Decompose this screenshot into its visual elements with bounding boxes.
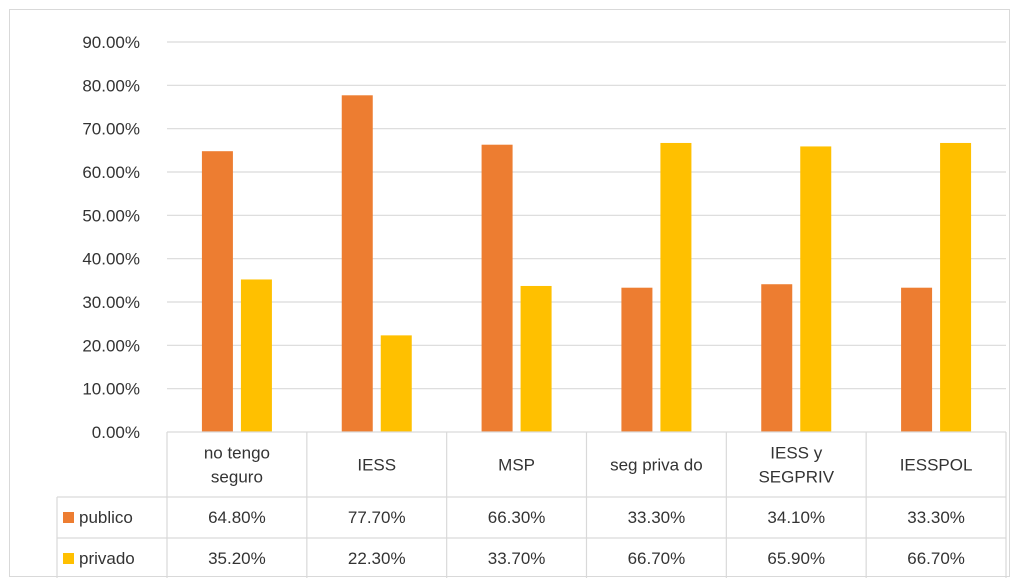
- data-table-cell: 77.70%: [348, 508, 406, 527]
- data-table-cell: 35.20%: [208, 549, 266, 568]
- bar-privado: [240, 279, 272, 432]
- y-tick-label: 30.00%: [82, 293, 140, 312]
- data-table-cell: 66.30%: [488, 508, 546, 527]
- bar-publico: [621, 287, 653, 432]
- y-tick-label: 60.00%: [82, 163, 140, 182]
- category-label: IESS: [357, 456, 396, 475]
- y-tick-label: 20.00%: [82, 336, 140, 355]
- bar-publico: [481, 144, 513, 432]
- category-label: no tengo: [204, 444, 270, 463]
- data-table-cell: 64.80%: [208, 508, 266, 527]
- bar-privado: [940, 142, 972, 432]
- data-table-cell: 22.30%: [348, 549, 406, 568]
- data-table-cell: 33.30%: [907, 508, 965, 527]
- legend-swatch-publico: [63, 512, 74, 523]
- data-table-cell: 33.30%: [628, 508, 686, 527]
- data-table-cell: 33.70%: [488, 549, 546, 568]
- legend-swatch-privado: [63, 553, 74, 564]
- category-label: MSP: [498, 456, 535, 475]
- bar-publico: [761, 284, 793, 432]
- bar-privado: [660, 142, 692, 432]
- data-table-cell: 34.10%: [767, 508, 825, 527]
- data-table-cell: 66.70%: [628, 549, 686, 568]
- category-label: SEGPRIV: [758, 468, 834, 487]
- y-tick-label: 40.00%: [82, 250, 140, 269]
- category-label: seg priva do: [610, 456, 703, 475]
- bar-publico: [341, 95, 373, 433]
- bar-privado: [520, 285, 552, 432]
- y-tick-label: 80.00%: [82, 76, 140, 95]
- legend-label-privado: privado: [79, 549, 135, 568]
- bar-privado: [380, 335, 412, 432]
- chart-border: [9, 9, 1010, 577]
- y-tick-label: 10.00%: [82, 380, 140, 399]
- y-tick-label: 70.00%: [82, 120, 140, 139]
- data-table-cell: 65.90%: [767, 549, 825, 568]
- y-tick-label: 50.00%: [82, 206, 140, 225]
- category-label: IESS y: [770, 444, 822, 463]
- y-tick-label: 0.00%: [92, 423, 140, 442]
- bar-publico: [901, 287, 933, 432]
- category-label: IESSPOL: [900, 456, 973, 475]
- data-table-cell: 66.70%: [907, 549, 965, 568]
- y-tick-label: 90.00%: [82, 33, 140, 52]
- bar-publico: [201, 151, 233, 432]
- bar-privado: [800, 146, 832, 432]
- category-label: seguro: [211, 468, 263, 487]
- legend-label-publico: publico: [79, 508, 133, 527]
